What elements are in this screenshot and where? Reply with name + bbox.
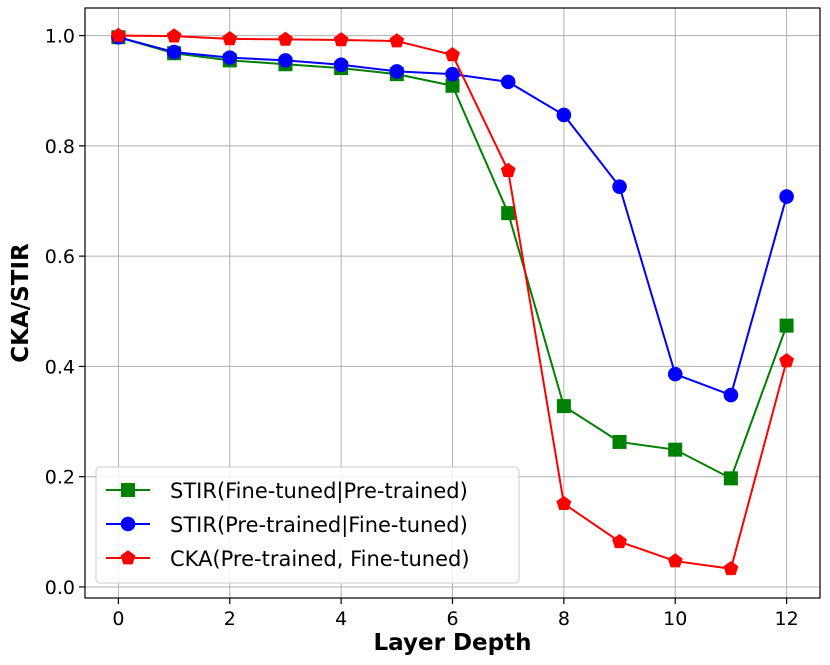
x-tick-label: 2 bbox=[224, 608, 236, 630]
legend: STIR(Fine-tuned|Pre-trained) STIR(Pre-tra… bbox=[95, 466, 520, 584]
data-point bbox=[667, 553, 683, 568]
y-tick-label: 0.8 bbox=[45, 136, 75, 158]
data-point bbox=[222, 31, 238, 46]
y-tick-label: 0.0 bbox=[45, 577, 75, 599]
data-point bbox=[668, 442, 683, 457]
legend-label: STIR(Fine-tuned|Pre-trained) bbox=[170, 479, 468, 504]
data-point bbox=[278, 53, 293, 68]
data-point bbox=[667, 366, 683, 382]
data-point bbox=[445, 47, 460, 62]
x-tick-label: 6 bbox=[446, 608, 458, 630]
x-tick-label: 4 bbox=[335, 608, 347, 630]
legend-box bbox=[95, 466, 520, 584]
data-point bbox=[389, 33, 405, 48]
legend-item: STIR(Fine-tuned|Pre-trained) bbox=[106, 479, 468, 504]
legend-marker bbox=[121, 483, 135, 497]
data-point bbox=[612, 533, 627, 549]
series-cka-pre-trained-fine-tuned bbox=[110, 27, 795, 576]
series-stir-pre-trained-fine-tuned bbox=[111, 29, 794, 403]
data-point bbox=[501, 206, 516, 221]
data-point bbox=[333, 57, 349, 73]
legend-label: CKA(Pre-trained, Fine-tuned) bbox=[170, 547, 470, 571]
data-point bbox=[556, 495, 572, 511]
legend-marker bbox=[120, 550, 136, 565]
data-point bbox=[612, 434, 627, 449]
data-point bbox=[723, 387, 739, 403]
axis-ticks: 0 2 4 6 8 10 12 0.0 0.2 0.4 0.6 0.8 1.0 bbox=[45, 26, 799, 630]
data-point bbox=[500, 74, 516, 90]
x-tick-label: 8 bbox=[558, 608, 570, 630]
y-tick-label: 0.2 bbox=[45, 467, 75, 489]
data-point bbox=[445, 66, 460, 82]
x-axis-label: Layer Depth bbox=[374, 630, 532, 656]
legend-item: CKA(Pre-trained, Fine-tuned) bbox=[106, 547, 470, 571]
data-point bbox=[500, 162, 516, 177]
data-point bbox=[556, 107, 572, 123]
grid bbox=[85, 8, 820, 598]
x-tick-label: 12 bbox=[774, 608, 798, 630]
data-point bbox=[278, 31, 293, 46]
data-point bbox=[222, 50, 238, 65]
data-point bbox=[612, 179, 627, 194]
data-point bbox=[556, 399, 571, 414]
legend-marker bbox=[120, 516, 136, 532]
data-point bbox=[166, 28, 182, 43]
data-point bbox=[723, 471, 738, 486]
y-tick-label: 0.4 bbox=[45, 356, 75, 378]
data-point bbox=[389, 64, 405, 79]
data-point bbox=[333, 32, 349, 47]
legend-item: STIR(Pre-trained|Fine-tuned) bbox=[106, 513, 468, 538]
data-point bbox=[166, 44, 182, 60]
x-tick-label: 0 bbox=[112, 608, 124, 630]
data-point bbox=[779, 318, 794, 333]
data-point bbox=[779, 189, 794, 204]
data-point bbox=[779, 353, 795, 368]
x-tick-label: 10 bbox=[663, 608, 687, 630]
y-tick-label: 0.6 bbox=[45, 246, 75, 268]
y-axis-label: CKA/STIR bbox=[8, 243, 34, 363]
data-point bbox=[723, 560, 739, 576]
legend-label: STIR(Pre-trained|Fine-tuned) bbox=[170, 513, 468, 538]
data-point bbox=[110, 27, 126, 42]
y-tick-label: 1.0 bbox=[45, 26, 75, 48]
series-layer bbox=[110, 27, 795, 576]
